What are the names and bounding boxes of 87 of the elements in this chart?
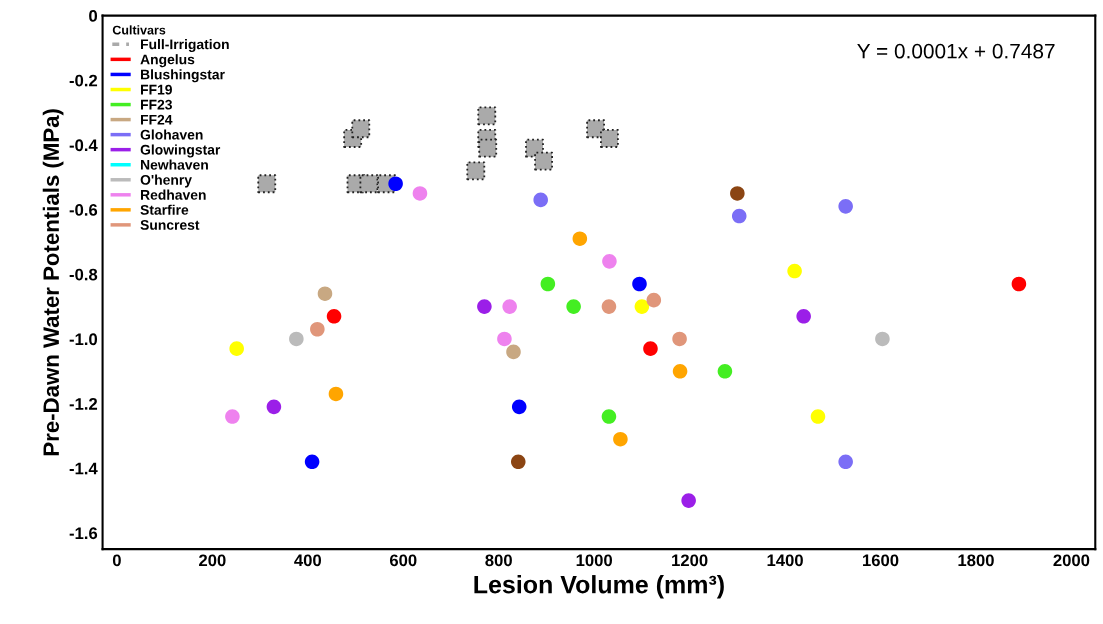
point xyxy=(225,409,240,424)
y-tick-label: -0.2 xyxy=(69,74,98,87)
point xyxy=(566,299,581,314)
point xyxy=(466,161,486,181)
point xyxy=(796,309,811,324)
point xyxy=(838,199,853,214)
x-tick-label: 800 xyxy=(485,554,512,567)
y-tick-label: -1.6 xyxy=(69,527,98,540)
legend-label: O'henry xyxy=(140,174,192,188)
point xyxy=(875,331,890,347)
point xyxy=(497,331,512,347)
legend-label: Glohaven xyxy=(140,129,203,140)
point xyxy=(304,454,320,470)
point xyxy=(310,321,325,337)
y-tick-label: -0.6 xyxy=(69,204,98,216)
point xyxy=(810,409,826,424)
x-tick-label: 1600 xyxy=(863,554,899,567)
legend-label: Glowingstar xyxy=(140,144,221,158)
x-tick-label: 0 xyxy=(112,554,121,567)
legend-label: Suncrest xyxy=(140,220,200,230)
point xyxy=(681,493,696,508)
legend-label: Full-Irrigation xyxy=(141,39,229,53)
legend-label: Newhaven xyxy=(141,159,208,170)
y-tick-label: -1.2 xyxy=(69,398,98,410)
x-tick-label: 2000 xyxy=(1053,554,1090,567)
y-tick-label: -0.8 xyxy=(69,268,98,281)
legend-label: Starfire xyxy=(140,204,189,215)
y-tick-label: 0 xyxy=(89,10,98,22)
x-tick-label: 1800 xyxy=(958,554,994,567)
point xyxy=(478,138,498,158)
point xyxy=(602,254,617,269)
point xyxy=(730,186,745,201)
point xyxy=(600,129,619,148)
point xyxy=(533,192,548,208)
legend-label: FF19 xyxy=(141,84,172,95)
point xyxy=(510,454,526,470)
point xyxy=(326,309,342,324)
point xyxy=(601,299,617,314)
point xyxy=(317,286,333,301)
point xyxy=(289,331,304,347)
legend-label: Angelus xyxy=(140,54,195,68)
x-tick-label: 1000 xyxy=(576,554,613,567)
point xyxy=(511,399,527,415)
legend-label: FF24 xyxy=(141,114,173,125)
point xyxy=(613,431,628,447)
point xyxy=(634,299,650,314)
point xyxy=(601,409,617,424)
point xyxy=(266,399,282,415)
x-tick-label: 200 xyxy=(199,554,226,567)
point xyxy=(506,344,521,360)
x-tick-label: 1400 xyxy=(767,554,803,567)
point xyxy=(534,151,553,171)
point xyxy=(1011,276,1027,292)
point xyxy=(359,174,379,194)
x-axis-title: Lesion Volume (mm³) xyxy=(474,575,724,599)
point xyxy=(328,386,344,402)
legend-label: FF23 xyxy=(141,99,172,110)
legend-label: Blushingstar xyxy=(141,69,225,83)
y-tick-label: -0.4 xyxy=(69,139,98,152)
point xyxy=(257,174,277,194)
point xyxy=(643,341,658,356)
x-tick-label: 600 xyxy=(389,554,417,567)
point xyxy=(412,186,428,201)
point xyxy=(672,364,688,379)
point xyxy=(477,299,492,314)
point xyxy=(572,231,588,246)
x-tick-label: 400 xyxy=(294,554,322,567)
point xyxy=(672,331,687,347)
point xyxy=(717,364,733,379)
y-tick-label: -1.4 xyxy=(69,462,98,475)
point xyxy=(351,119,371,139)
legend-label: Redhaven xyxy=(141,189,206,200)
point xyxy=(838,454,853,470)
legend-title: Cultivars xyxy=(112,25,166,35)
point xyxy=(632,276,647,292)
point xyxy=(787,263,802,279)
point xyxy=(731,208,747,224)
point xyxy=(388,176,403,192)
y-tick-label: -1.0 xyxy=(69,333,98,346)
point xyxy=(477,106,497,126)
point xyxy=(646,292,662,308)
point xyxy=(229,341,244,356)
point xyxy=(502,299,517,314)
point xyxy=(540,276,556,292)
y-axis-title: Pre-Dawn Water Potentials (MPa) xyxy=(42,109,64,456)
annotation: Y = 0.0001x + 0.7487 xyxy=(857,43,1055,59)
x-tick-label: 1200 xyxy=(672,554,708,567)
